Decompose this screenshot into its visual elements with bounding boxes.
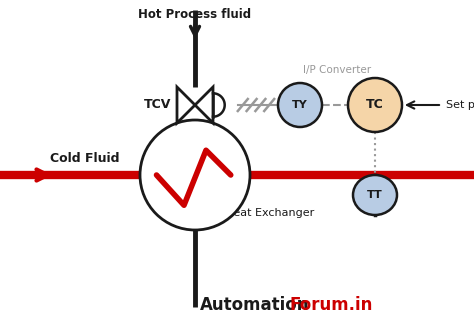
- Text: Forum.in: Forum.in: [290, 296, 374, 314]
- Text: Automation: Automation: [200, 296, 310, 314]
- Text: TT: TT: [367, 190, 383, 200]
- Text: Heat Exchanger: Heat Exchanger: [225, 208, 315, 218]
- Text: I/P Converter: I/P Converter: [303, 65, 372, 75]
- Polygon shape: [177, 87, 195, 123]
- Circle shape: [348, 78, 402, 132]
- Text: TCV: TCV: [144, 98, 171, 112]
- Text: Cold Fluid: Cold Fluid: [50, 152, 119, 165]
- Circle shape: [140, 120, 250, 230]
- Polygon shape: [195, 87, 213, 123]
- Text: Hot Process fluid: Hot Process fluid: [138, 8, 252, 21]
- Ellipse shape: [353, 175, 397, 215]
- Text: TC: TC: [366, 98, 384, 112]
- Text: Set point: Set point: [446, 100, 474, 110]
- Circle shape: [278, 83, 322, 127]
- Text: TY: TY: [292, 100, 308, 110]
